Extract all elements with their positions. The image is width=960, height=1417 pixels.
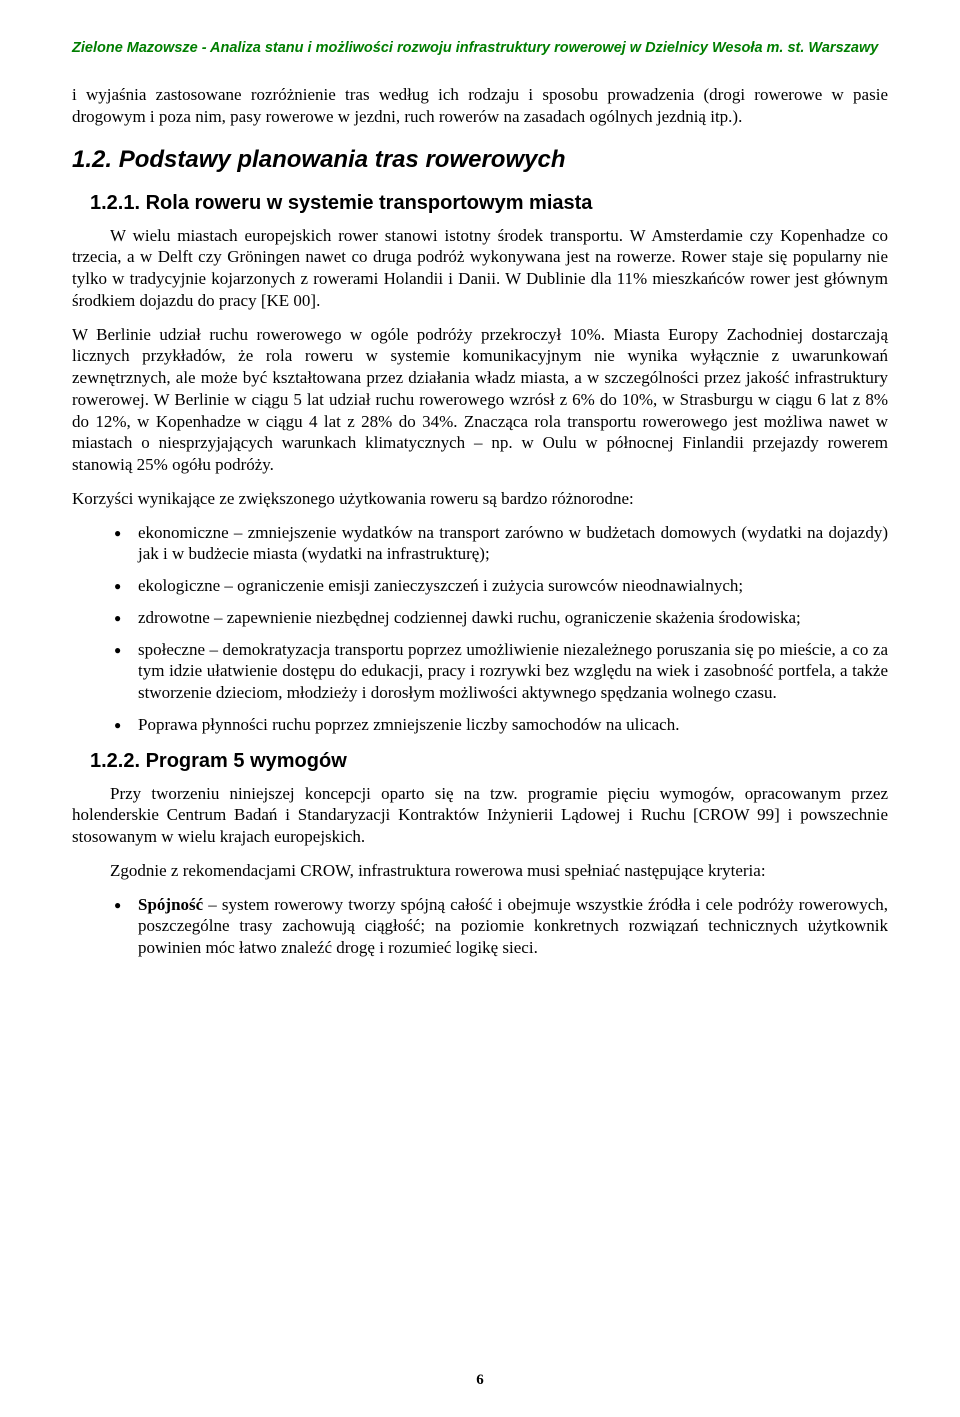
benefits-list: ekonomiczne – zmniejszenie wydatków na t… xyxy=(72,522,888,736)
heading-1-2-1: 1.2.1. Rola roweru w systemie transporto… xyxy=(90,192,888,215)
criteria-desc: – system rowerowy tworzy spójną całość i… xyxy=(138,895,888,958)
list-item: Poprawa płynności ruchu poprzez zmniejsz… xyxy=(120,714,888,736)
intro-paragraph: i wyjaśnia zastosowane rozróżnienie tras… xyxy=(72,84,888,128)
page: Zielone Mazowsze - Analiza stanu i możli… xyxy=(0,0,960,1417)
page-number: 6 xyxy=(0,1372,960,1389)
list-item: społeczne – demokratyzacja transportu po… xyxy=(120,639,888,704)
running-header: Zielone Mazowsze - Analiza stanu i możli… xyxy=(72,40,888,56)
paragraph-5: Zgodnie z rekomendacjami CROW, infrastru… xyxy=(72,860,888,882)
paragraph-2: W Berlinie udział ruchu rowerowego w ogó… xyxy=(72,324,888,476)
criteria-name: Spójność xyxy=(138,895,203,914)
heading-1-2-2: 1.2.2. Program 5 wymogów xyxy=(90,750,888,773)
list-item: zdrowotne – zapewnienie niezbędnej codzi… xyxy=(120,607,888,629)
criteria-list: Spójność – system rowerowy tworzy spójną… xyxy=(72,894,888,959)
paragraph-1: W wielu miastach europejskich rower stan… xyxy=(72,225,888,312)
heading-1-2: 1.2. Podstawy planowania tras rowerowych xyxy=(72,146,888,174)
list-item: ekologiczne – ograniczenie emisji zaniec… xyxy=(120,575,888,597)
list-item: ekonomiczne – zmniejszenie wydatków na t… xyxy=(120,522,888,566)
paragraph-3: Korzyści wynikające ze zwiększonego użyt… xyxy=(72,488,888,510)
list-item: Spójność – system rowerowy tworzy spójną… xyxy=(120,894,888,959)
paragraph-4: Przy tworzeniu niniejszej koncepcji opar… xyxy=(72,783,888,848)
